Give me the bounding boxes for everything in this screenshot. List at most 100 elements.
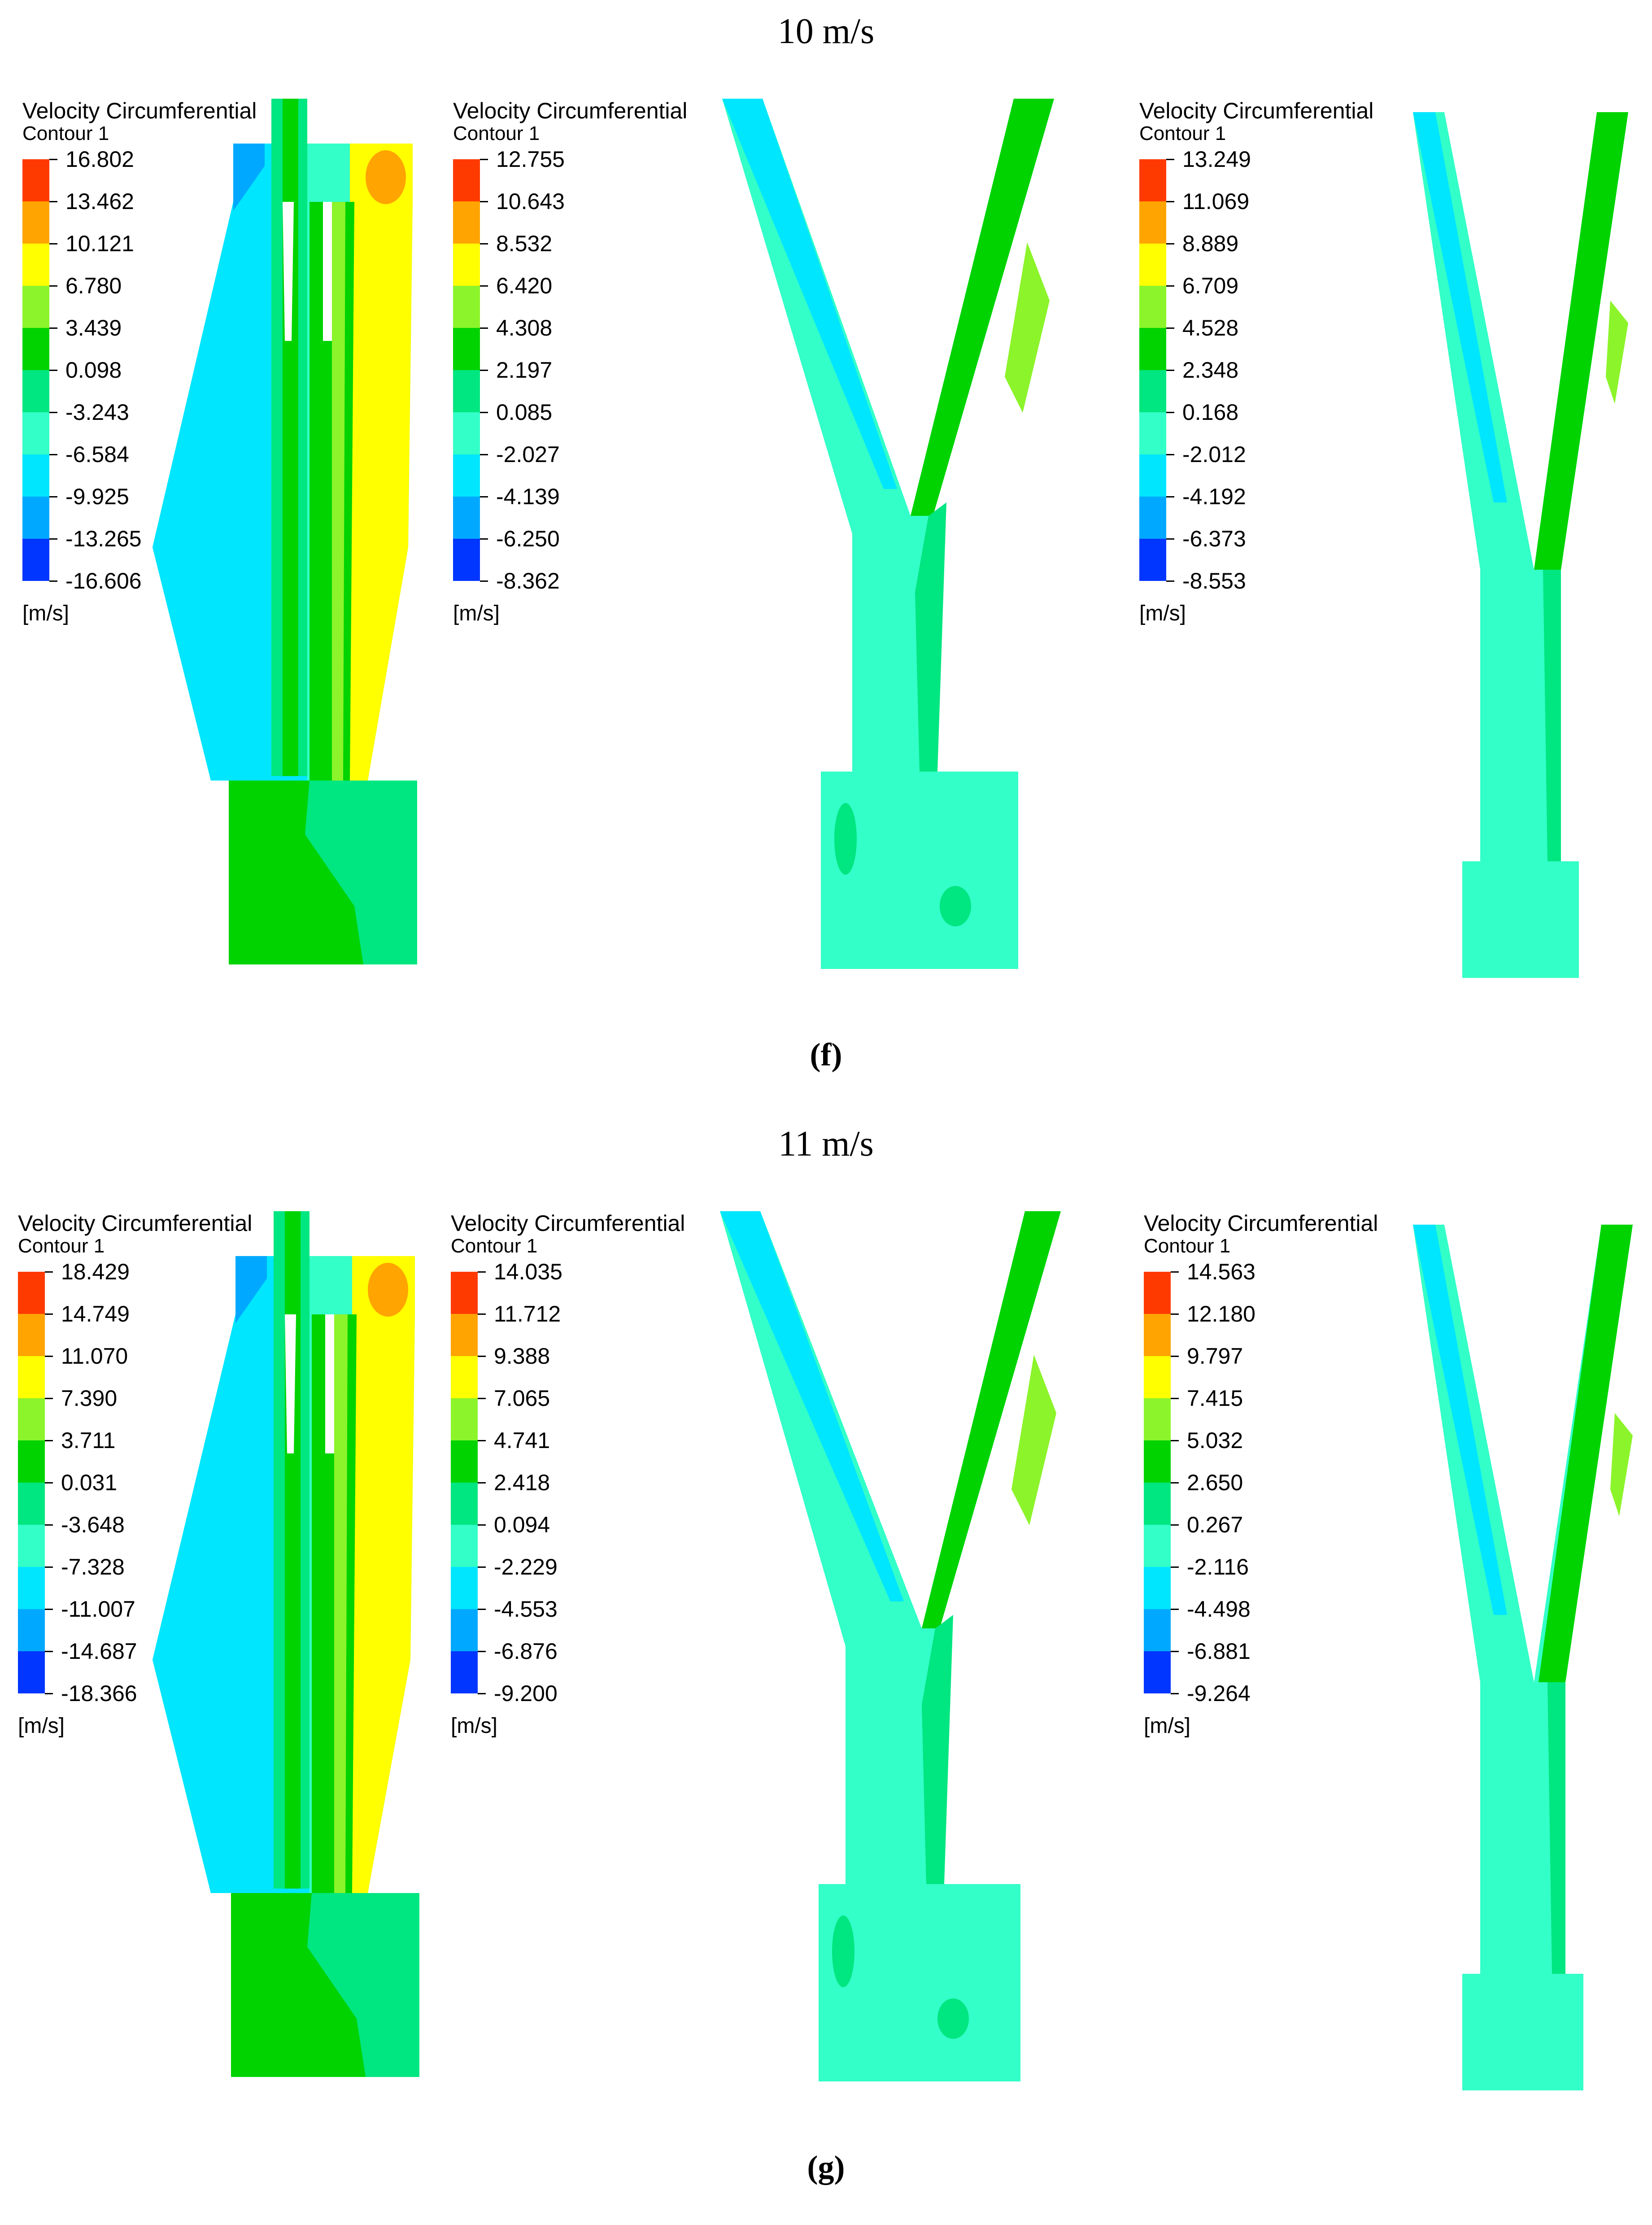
legend-tick [480,538,488,540]
contour-region [285,1211,301,1889]
legend-tick-label: 0.267 [1187,1512,1243,1537]
contour-region [229,781,363,964]
contour-region [325,1314,334,1453]
contour-region [332,202,345,781]
legend-color-segment [453,497,480,539]
legend-tick [1171,1693,1179,1694]
contour-region [283,99,298,776]
legend-tick [478,1313,486,1315]
legend-tick [1171,1524,1179,1526]
legend-tick [478,1271,486,1273]
legend-color-segment [22,201,49,244]
legend-tick [45,1693,53,1694]
legend-tick-label: -13.265 [65,526,142,551]
contour-region [1543,570,1561,861]
legend-color-segment [453,286,480,328]
figure-block-g: 11 m/s Velocity Circumferential Contour … [0,1112,1652,2225]
legend-color-segment [1139,412,1166,454]
legend-tick-label: -9.925 [65,484,129,509]
legend-tick [1171,1398,1179,1399]
legend-tick [480,285,488,287]
legend-tick-label: 12.755 [496,147,565,172]
legend-tick [1166,327,1174,329]
legend-tick-label: -6.584 [65,442,129,467]
contour-region [1606,301,1628,404]
legend-tick [1166,370,1174,371]
legend-color-bar [1139,159,1166,581]
legend-title: Velocity Circumferential [18,1211,253,1236]
legend-tick [1171,1440,1179,1441]
legend-tick-label: 3.711 [61,1428,116,1453]
legend-tick-label: 7.390 [61,1386,118,1411]
legend-tick-label: 10.121 [65,231,134,256]
legend-color-segment [1144,1314,1171,1356]
legend-color-segment [22,497,49,539]
legend-subtitle: Contour 1 [451,1235,538,1257]
legend-tick [480,370,488,371]
contour-region [283,202,294,341]
legend-color-segment [1139,244,1166,286]
legend-tick [45,1524,53,1526]
contour-region [323,202,332,341]
legend-subtitle: Contour 1 [18,1235,105,1257]
contour-region [1005,242,1050,413]
legend-color-segment [1139,497,1166,539]
legend-tick-label: -14.687 [61,1639,137,1664]
legend-tick-label: -4.192 [1182,484,1246,509]
contour-region [359,1265,410,1866]
legend-tick [478,1440,486,1441]
legend-color-segment [451,1272,478,1314]
legend-title: Velocity Circumferential [22,98,257,123]
legend-color-segment [18,1609,45,1651]
legend-tick [49,159,57,160]
legend-tick-label: 4.741 [494,1428,550,1453]
contour-region [235,1256,267,1323]
legend-tick-label: -4.139 [496,484,560,509]
legend-tick-label: 2.650 [1187,1470,1243,1495]
legend-color-segment [1144,1651,1171,1693]
legend-tick [1166,285,1174,287]
legend-tick-label: 3.439 [65,315,122,340]
legend-color-bar [1144,1272,1171,1693]
legend-tick [478,1398,486,1399]
legend-title: Velocity Circumferential [1144,1211,1378,1236]
legend-tick-label: -8.362 [496,568,560,593]
legend-color-segment [451,1356,478,1398]
legend-unit: [m/s] [22,602,69,625]
legend-tick-label: -16.606 [65,568,142,593]
legend-tick [1171,1566,1179,1568]
legend-color-segment [451,1483,478,1525]
legend-tick [478,1651,486,1652]
legend-tick [49,454,57,455]
legend-tick-label: -3.648 [61,1512,125,1537]
legend-tick-label: 13.462 [65,189,134,214]
figure-block-f: 10 m/s Velocity Circumferential Contour … [0,0,1652,1112]
contour-region [153,144,307,781]
legend-tick-label: -6.881 [1187,1639,1251,1664]
legend-color-segment [1144,1356,1171,1398]
legend-tick-label: 12.180 [1187,1301,1255,1326]
legend-color-segment [1139,454,1166,497]
legend-tick [1171,1356,1179,1357]
legend-color-segment [453,370,480,412]
legend-tick [480,159,488,160]
legend-color-segment [18,1356,45,1398]
legend-color-segment [18,1440,45,1483]
legend-tick [49,412,57,413]
wide-y-contour-plot [720,1211,1061,2081]
legend-tick-label: -6.373 [1182,526,1246,551]
cyclone-contour-plot [153,1211,419,2077]
legend-color-segment [1139,370,1166,412]
contour-region [834,803,857,875]
legend-tick-label: 6.709 [1182,273,1239,298]
legend-tick-label: 16.802 [65,147,134,172]
legend-tick-label: -6.250 [496,526,560,551]
legend-tick [1166,496,1174,497]
legend-color-segment [22,412,49,454]
contour-region [1011,1355,1056,1525]
legend-color-bar [22,159,49,581]
legend-tick [478,1524,486,1526]
legend-tick [478,1482,486,1483]
legend-color-segment [453,412,480,454]
legend-tick-label: -2.116 [1187,1554,1249,1579]
